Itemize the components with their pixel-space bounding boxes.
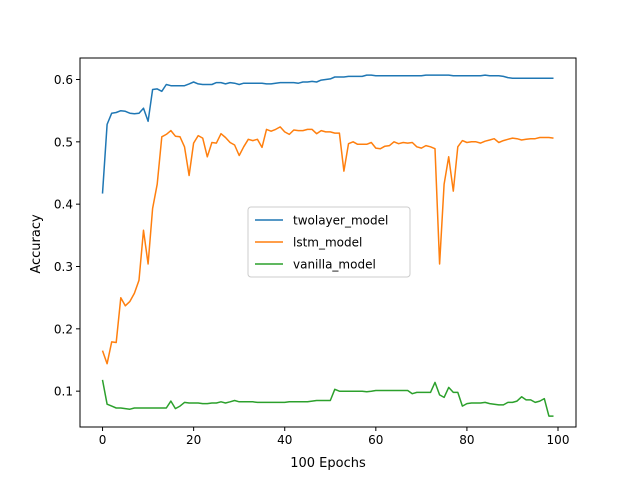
x-tick-label: 0: [99, 433, 107, 447]
x-tick-label: 20: [186, 433, 201, 447]
legend-label-vanilla-model: vanilla_model: [293, 258, 376, 272]
x-axis-label: 100 Epochs: [290, 456, 366, 471]
y-tick-label: 0.1: [54, 385, 73, 399]
x-axis: 0 20 40 60 80 100: [99, 427, 570, 447]
legend: twolayer_model lstm_model vanilla_model: [247, 206, 411, 278]
y-tick-label: 0.3: [54, 260, 73, 274]
y-tick-label: 0.2: [54, 322, 73, 336]
x-tick-label: 40: [277, 433, 292, 447]
y-axis-label: Accuracy: [29, 214, 44, 274]
x-tick-label: 60: [368, 433, 383, 447]
x-tick-label: 100: [547, 433, 570, 447]
series-line-lstm-model: [101, 126, 554, 365]
x-tick-label: 80: [459, 433, 474, 447]
series-line-twolayer-model: [101, 74, 554, 194]
legend-label-twolayer-model: twolayer_model: [293, 214, 388, 228]
plot-lines: [101, 74, 554, 417]
legend-label-lstm-model: lstm_model: [293, 236, 362, 250]
y-axis: 0.1 0.2 0.3 0.4 0.5 0.6: [54, 73, 80, 399]
y-tick-label: 0.4: [54, 198, 73, 212]
y-tick-label: 0.5: [54, 135, 73, 149]
legend-box: [247, 206, 411, 278]
series-line-vanilla-model: [101, 379, 554, 417]
y-tick-label: 0.6: [54, 73, 73, 87]
plot-frame: [79, 57, 577, 428]
